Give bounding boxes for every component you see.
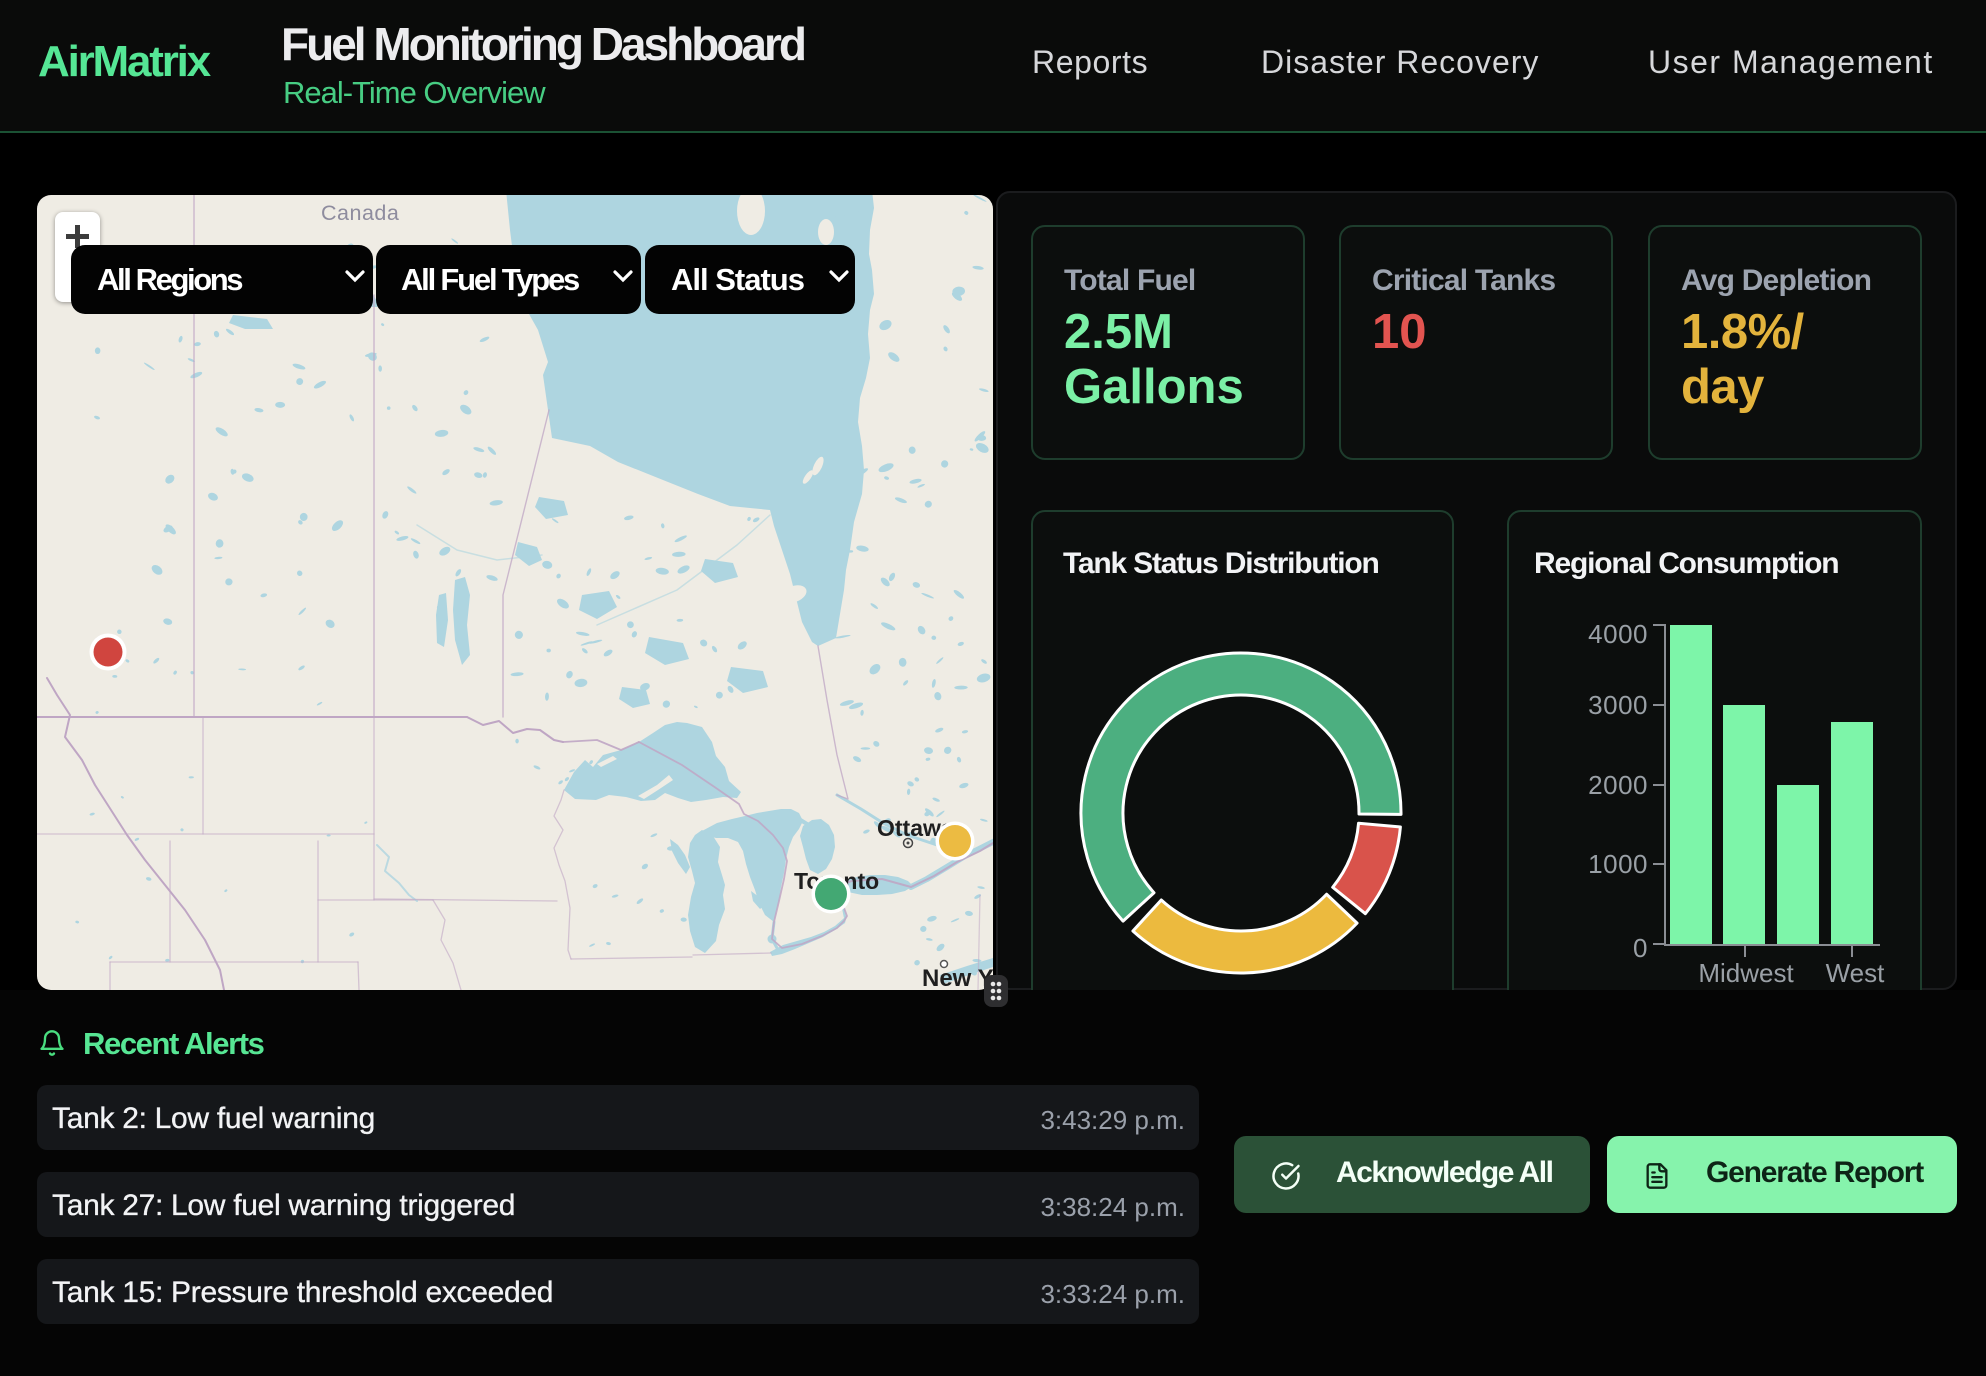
svg-text:New York: New York (922, 965, 993, 990)
svg-text:Canada: Canada (321, 201, 399, 225)
